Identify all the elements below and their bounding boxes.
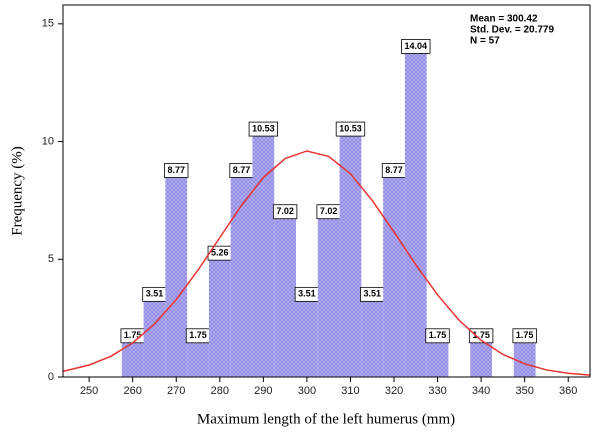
value-label-box xyxy=(272,204,298,220)
x-tick-label: 350 xyxy=(515,385,533,397)
value-label: 1.75 xyxy=(124,330,142,340)
x-tick-label: 300 xyxy=(298,385,316,397)
value-label: 3.51 xyxy=(146,289,164,299)
value-label: 3.51 xyxy=(363,289,381,299)
value-label: 3.51 xyxy=(298,289,316,299)
value-label: 10.53 xyxy=(252,123,275,133)
stats-annotation: Mean = 300.42 xyxy=(470,14,538,25)
stats-annotation: N = 57 xyxy=(470,36,500,47)
value-label: 14.04 xyxy=(405,41,428,51)
bar xyxy=(208,253,231,377)
value-label: 1.75 xyxy=(516,330,534,340)
bar xyxy=(230,170,253,377)
value-label: 8.77 xyxy=(385,165,403,175)
bar xyxy=(361,294,384,377)
value-label-box xyxy=(335,121,366,137)
value-label: 8.77 xyxy=(233,165,251,175)
bar xyxy=(296,294,318,377)
x-tick-label: 330 xyxy=(428,385,446,397)
bar xyxy=(143,294,166,377)
value-label-box xyxy=(401,39,431,54)
bar xyxy=(187,335,209,377)
plot-frame xyxy=(62,4,591,378)
x-tick-label: 360 xyxy=(559,385,577,397)
y-tick-label: 15 xyxy=(42,18,54,30)
bar xyxy=(470,335,493,377)
value-label: 7.02 xyxy=(276,206,294,216)
value-label: 1.75 xyxy=(472,330,490,340)
bar xyxy=(274,211,297,377)
value-label-box xyxy=(468,328,494,344)
bar xyxy=(339,129,362,377)
bar xyxy=(426,335,449,377)
y-tick-label: 10 xyxy=(42,135,54,147)
value-label: 7.02 xyxy=(320,206,338,216)
x-tick-label: 250 xyxy=(80,385,98,397)
value-label-box xyxy=(512,328,537,344)
x-tick-label: 320 xyxy=(385,385,403,397)
normal-curve xyxy=(62,150,591,376)
value-label: 5.26 xyxy=(211,248,229,258)
y-tick-label: 5 xyxy=(48,253,54,265)
value-label-box xyxy=(248,121,279,137)
x-tick-label: 270 xyxy=(167,385,185,397)
bar xyxy=(252,129,275,377)
value-label: 1.75 xyxy=(189,330,207,340)
value-label: 10.53 xyxy=(339,123,362,133)
x-tick-label: 310 xyxy=(341,385,359,397)
x-axis-label: Maximum length of the left humerus (mm) xyxy=(197,411,455,427)
bar xyxy=(513,335,536,377)
value-label: 8.77 xyxy=(167,165,185,175)
x-tick-label: 290 xyxy=(254,385,272,397)
x-tick-label: 280 xyxy=(211,385,229,397)
bar xyxy=(383,170,405,377)
value-label-box xyxy=(164,163,189,178)
x-tick-label: 340 xyxy=(472,385,490,397)
bar xyxy=(165,170,188,377)
y-tick-label: 0 xyxy=(48,371,54,383)
value-label-box xyxy=(425,328,450,344)
y-axis-label: Frequency (%) xyxy=(9,146,25,236)
bar xyxy=(404,46,427,377)
bar xyxy=(317,211,340,377)
stats-annotation: Std. Dev. = 20.779 xyxy=(470,25,554,36)
x-tick-label: 260 xyxy=(124,385,142,397)
value-label: 1.75 xyxy=(429,330,447,340)
